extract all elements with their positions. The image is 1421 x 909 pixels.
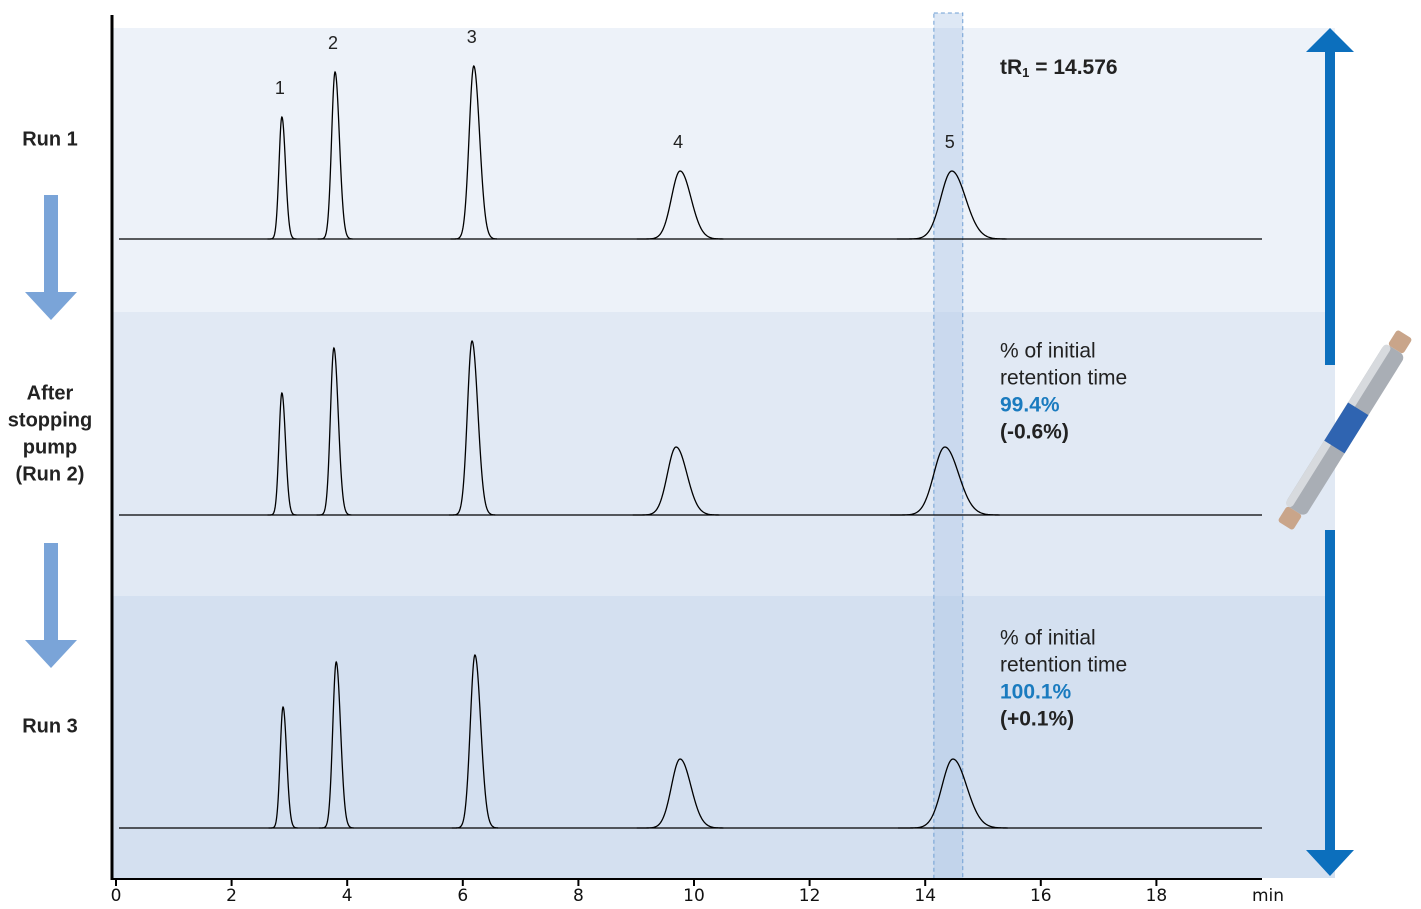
double-arrow xyxy=(1306,28,1354,876)
annotation-change: (-0.6%) xyxy=(1000,421,1069,444)
peak xyxy=(889,446,1000,516)
peak xyxy=(898,758,1008,829)
x-tick-label: 8 xyxy=(573,886,584,904)
run-label: Run 3 xyxy=(22,715,78,737)
run-label: After xyxy=(27,382,74,404)
x-tick-label: 12 xyxy=(799,886,821,904)
peak-label: 1 xyxy=(275,78,285,98)
peak xyxy=(316,346,352,516)
x-tick-label: 10 xyxy=(683,886,705,904)
annotation-text: tR xyxy=(1000,56,1022,79)
annotation-percent: 99.4% xyxy=(1000,394,1060,417)
peak xyxy=(267,391,297,516)
peak xyxy=(636,758,724,829)
x-tick-label: 16 xyxy=(1030,886,1052,904)
x-tick-label: 18 xyxy=(1146,886,1168,904)
run-label: stopping xyxy=(8,409,92,431)
peak xyxy=(268,705,298,829)
panel-run2 xyxy=(112,312,1335,596)
annotation-subscript: 1 xyxy=(1022,65,1029,80)
x-tick-label: 14 xyxy=(914,886,936,904)
x-tick-label: 6 xyxy=(457,886,468,904)
x-tick-label: 0 xyxy=(111,886,122,904)
peak-label: 4 xyxy=(673,132,683,152)
annotation-text: = 14.576 xyxy=(1029,56,1117,79)
down-arrow xyxy=(25,195,77,668)
peak-label: 5 xyxy=(945,132,955,152)
peak xyxy=(451,653,499,829)
peak-label: 2 xyxy=(328,33,338,53)
x-unit: min xyxy=(1252,886,1284,904)
annotation-line: % of initial xyxy=(1000,340,1096,363)
panel-run1 xyxy=(112,28,1335,312)
annotation-line: retention time xyxy=(1000,367,1127,390)
panel-run3 xyxy=(112,596,1335,878)
peak xyxy=(267,115,297,240)
run-label: (Run 2) xyxy=(16,463,85,485)
peak xyxy=(632,446,720,516)
peak xyxy=(450,64,497,240)
run-label: Run 1 xyxy=(22,128,78,150)
annotation-line: retention time xyxy=(1000,654,1127,677)
run-label: pump xyxy=(23,436,77,458)
peak xyxy=(896,170,1007,240)
peak xyxy=(317,70,353,240)
retention-annotation: tR1 = 14.576 xyxy=(1000,56,1118,81)
x-tick-label: 4 xyxy=(342,886,353,904)
highlight-band xyxy=(933,12,964,880)
peak xyxy=(448,339,496,516)
column-icon xyxy=(1278,330,1412,530)
annotation-change: (+0.1%) xyxy=(1000,708,1074,731)
peak-label: 3 xyxy=(467,27,477,47)
peak xyxy=(318,660,354,829)
peak xyxy=(636,170,724,240)
x-tick-label: 2 xyxy=(226,886,237,904)
annotation-percent: 100.1% xyxy=(1000,681,1072,704)
annotation-line: % of initial xyxy=(1000,627,1096,650)
